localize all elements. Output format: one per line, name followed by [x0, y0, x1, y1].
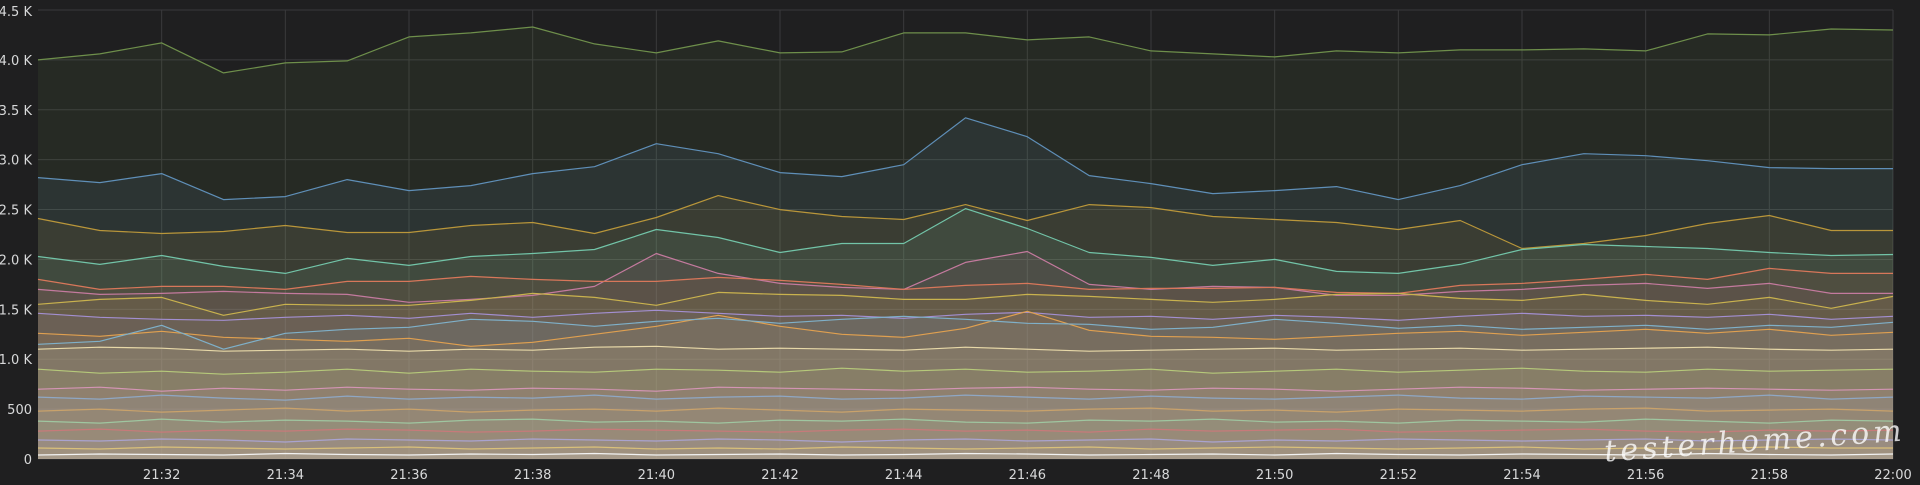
y-tick-label-1: 500 — [7, 403, 32, 418]
series-lines — [37, 26, 1894, 456]
series-area-16 — [38, 429, 1893, 459]
x-tick-label-1: 21:34 — [267, 468, 304, 483]
series-areas — [38, 27, 1893, 460]
x-tick-label-0: 21:32 — [143, 468, 180, 483]
x-tick-label-6: 21:44 — [885, 468, 922, 483]
series-area-10 — [38, 346, 1893, 459]
y-tick-label-2: 1.0 K — [0, 353, 32, 368]
series-area-1 — [38, 117, 1893, 460]
series-line-17 — [37, 438, 1894, 443]
y-tick-label-8: 4.0 K — [0, 54, 32, 69]
series-line-1 — [37, 117, 1893, 201]
x-tick-label-11: 21:54 — [1503, 468, 1540, 483]
series-line-2 — [37, 195, 1893, 250]
series-line-9 — [37, 315, 1894, 350]
series-area-4 — [38, 251, 1893, 459]
x-tick-label-14: 22:00 — [1874, 468, 1911, 483]
y-tick-label-9: 4.5 K — [0, 5, 32, 20]
y-tick-label-0: 0 — [24, 453, 32, 468]
x-tick-label-2: 21:36 — [390, 468, 427, 483]
x-tick-label-12: 21:56 — [1627, 468, 1664, 483]
y-tick-label-5: 2.5 K — [0, 204, 32, 219]
series-line-5 — [37, 267, 1893, 294]
series-area-12 — [38, 387, 1893, 459]
x-tick-label-7: 21:46 — [1009, 468, 1046, 483]
x-tick-label-10: 21:52 — [1380, 468, 1417, 483]
series-area-2 — [38, 195, 1893, 459]
series-line-13 — [37, 394, 1894, 401]
series-line-11 — [37, 367, 1894, 375]
x-tick-label-3: 21:38 — [514, 468, 551, 483]
series-line-19 — [37, 452, 1894, 456]
series-line-7 — [37, 309, 1894, 321]
x-tick-label-9: 21:50 — [1256, 468, 1293, 483]
series-line-10 — [37, 345, 1894, 352]
series-line-0 — [37, 26, 1894, 74]
x-tick-label-5: 21:42 — [761, 468, 798, 483]
series-area-0 — [38, 27, 1893, 459]
series-line-16 — [37, 428, 1894, 433]
series-area-11 — [38, 368, 1893, 459]
series-area-14 — [38, 408, 1893, 459]
series-area-6 — [38, 292, 1893, 459]
series-line-14 — [37, 407, 1894, 413]
series-line-18 — [37, 446, 1893, 450]
x-tick-label-4: 21:40 — [638, 468, 675, 483]
y-tick-label-6: 3.0 K — [0, 154, 32, 169]
series-line-3 — [37, 208, 1894, 274]
x-tick-label-8: 21:48 — [1132, 468, 1169, 483]
series-line-8 — [37, 310, 1894, 347]
y-tick-label-3: 1.5 K — [0, 303, 32, 318]
x-tick-label-13: 21:58 — [1751, 468, 1788, 483]
y-tick-label-7: 3.5 K — [0, 104, 32, 119]
grid — [38, 9, 1894, 460]
x-axis: 21:32 21:34 21:36 21:38 21:40 21:42 21:44 21:46… — [143, 468, 1912, 483]
series-line-12 — [37, 386, 1894, 392]
series-line-15 — [37, 418, 1894, 424]
y-tick-label-4: 2.0 K — [0, 253, 32, 268]
series-line-4 — [37, 250, 1893, 303]
y-axis: 0 500 1.0 K 1.5 K 2.0 K 2.5 K 3.0 K 3.5 K 4.0 K 4… — [0, 5, 32, 468]
series-line-6 — [37, 291, 1894, 316]
